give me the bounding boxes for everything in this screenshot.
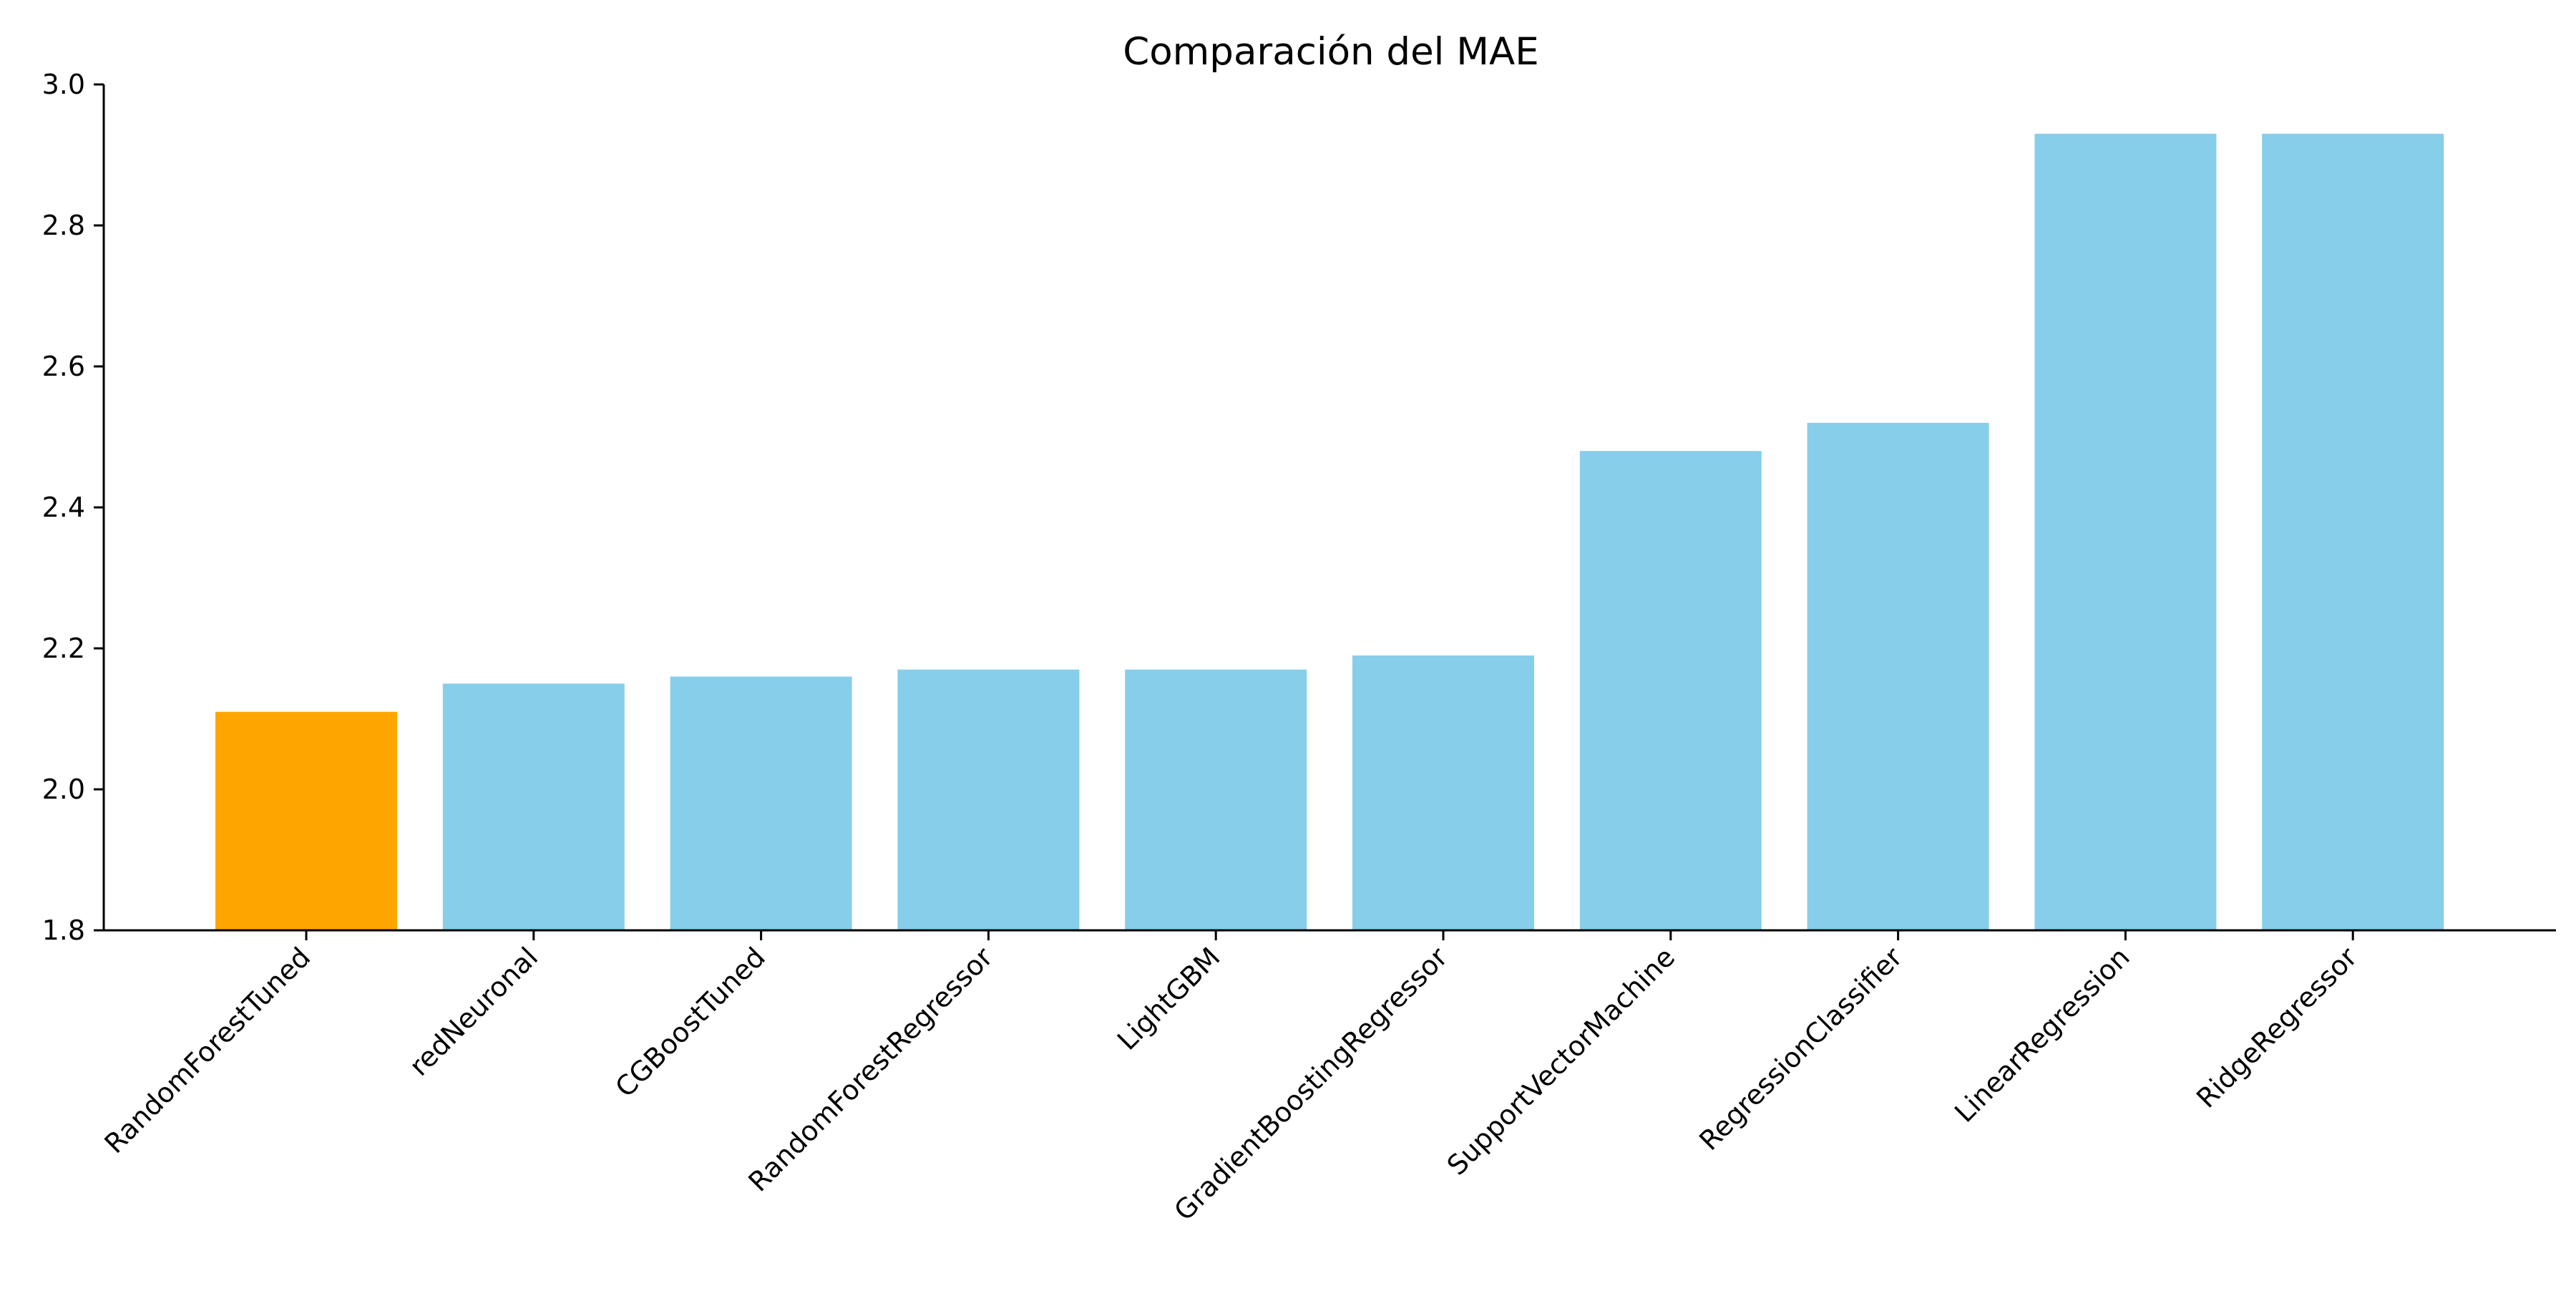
x-tick-label: SupportVectorMachine <box>1441 941 1681 1181</box>
x-tick-label: redNeuronal <box>403 941 544 1082</box>
bar-GradientBoostingRegressor <box>1352 655 1534 930</box>
y-tick-label: 2.6 <box>42 351 85 382</box>
x-axis: RandomForestTuned redNeuronal CGBoostTuned… <box>99 929 2556 1227</box>
y-axis: 1.8 2.0 2.2 2.4 2.6 2.8 3.0 <box>42 69 105 946</box>
y-tick-label: 2.8 <box>42 210 85 241</box>
x-tick-label: CGBoostTuned <box>609 941 771 1104</box>
bar-RegressionClassifier <box>1807 422 1989 930</box>
bar-SupportVectorMachine <box>1579 451 1762 930</box>
bar-RandomForestRegressor <box>897 669 1080 930</box>
bar-LinearRegression <box>2034 133 2217 930</box>
x-tick-label: RegressionClassifier <box>1693 941 1908 1156</box>
x-tick-label: RidgeRegressor <box>2190 941 2363 1114</box>
y-tick-label: 2.2 <box>42 633 85 664</box>
bar-LightGBM <box>1125 669 1307 930</box>
bar-redNeuronal <box>442 683 625 930</box>
x-tick-label: GradientBoostingRegressor <box>1168 941 1453 1227</box>
y-tick-label: 2.0 <box>42 774 85 805</box>
y-tick-label: 2.4 <box>42 492 85 523</box>
x-tick-label: RandomForestTuned <box>99 941 317 1159</box>
x-tick-label: LightGBM <box>1111 941 1226 1056</box>
bar-CGBoostTuned <box>670 676 852 930</box>
x-tick-label: RandomForestRegressor <box>742 941 999 1198</box>
y-tick-label: 3.0 <box>42 69 85 100</box>
y-tick-label: 1.8 <box>42 915 85 946</box>
x-tick-label: LinearRegression <box>1948 941 2136 1129</box>
bars-group <box>215 133 2444 930</box>
bar-RandomForestTuned <box>215 711 397 930</box>
chart-title: Comparación del MAE <box>1123 30 1538 74</box>
bar-RidgeRegressor <box>2262 133 2444 930</box>
